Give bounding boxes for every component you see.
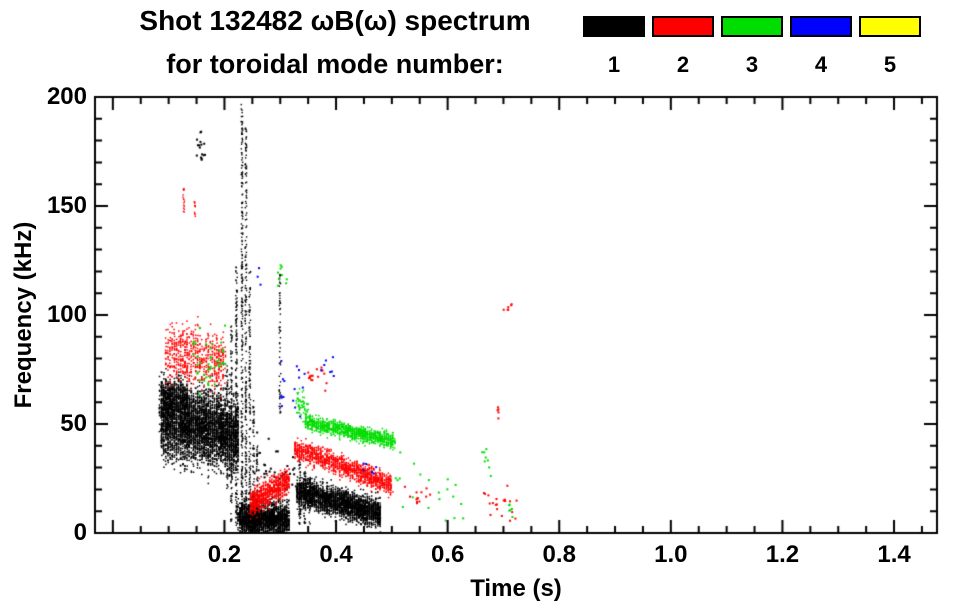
y-axis-label: Frequency (kHz) — [10, 221, 37, 409]
legend-label-mode3: 3 — [745, 52, 759, 77]
y-tick-label: 100 — [46, 301, 87, 328]
chart-title: Shot 132482 ωB(ω) spectrum — [139, 5, 531, 36]
legend-label-mode1: 1 — [607, 52, 621, 77]
legend-swatch-mode1 — [583, 16, 645, 37]
y-tick-label: 200 — [46, 83, 87, 110]
legend-label-mode5: 5 — [883, 52, 897, 77]
x-tick-label: 0.4 — [319, 541, 353, 568]
x-tick-label: 1.4 — [877, 541, 911, 568]
y-tick-label: 0 — [73, 519, 87, 546]
y-tick-label: 150 — [46, 192, 87, 219]
x-tick-label: 0.8 — [542, 541, 576, 568]
x-tick-label: 0.2 — [207, 541, 242, 568]
legend-swatch-mode2 — [652, 16, 714, 37]
legend-swatch-mode5 — [859, 16, 921, 37]
x-tick-label: 1.2 — [765, 541, 800, 568]
legend-swatch-mode4 — [790, 16, 852, 37]
y-tick-label: 50 — [60, 410, 87, 437]
legend-label-mode4: 4 — [814, 52, 828, 77]
x-tick-label: 0.6 — [430, 541, 465, 568]
legend-label-mode2: 2 — [676, 52, 690, 77]
legend-swatch-mode3 — [721, 16, 783, 37]
chart-subtitle: for toroidal mode number: — [166, 49, 504, 79]
x-tick-label: 1.0 — [654, 541, 688, 568]
x-axis-label: Time (s) — [470, 575, 562, 602]
